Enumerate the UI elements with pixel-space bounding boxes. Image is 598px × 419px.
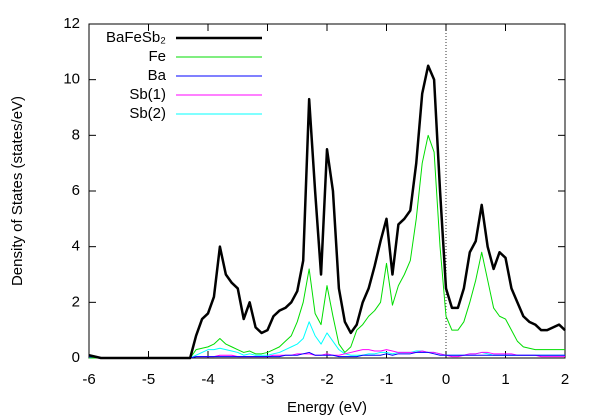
y-tick-label: 0: [72, 349, 80, 366]
x-tick-label: 2: [561, 371, 569, 388]
y-tick-label: 6: [72, 182, 80, 199]
x-tick-label: 0: [442, 371, 450, 388]
series-line: [88, 64, 566, 360]
legend-label: Sb(1): [129, 86, 166, 103]
legend-label: Sb(2): [129, 105, 166, 122]
x-tick-label: -6: [82, 371, 95, 388]
y-tick-label: 8: [72, 126, 80, 143]
x-tick-label: 1: [501, 371, 509, 388]
y-tick-label: 12: [63, 15, 80, 32]
y-tick-label: 4: [72, 238, 80, 255]
legend-label: BaFeSb₂: [106, 29, 166, 46]
y-tick-label: 10: [63, 71, 80, 88]
y-tick-label: 2: [72, 293, 80, 310]
x-tick-label: -2: [320, 371, 333, 388]
x-tick-label: -4: [201, 371, 214, 388]
legend-label: Ba: [148, 67, 167, 84]
y-axis-label: Density of States (states/eV): [9, 96, 26, 286]
x-axis-label: Energy (eV): [287, 399, 367, 416]
x-tick-label: -3: [261, 371, 274, 388]
x-tick-label: -1: [380, 371, 393, 388]
x-tick-label: -5: [142, 371, 155, 388]
legend-label: Fe: [148, 48, 166, 65]
